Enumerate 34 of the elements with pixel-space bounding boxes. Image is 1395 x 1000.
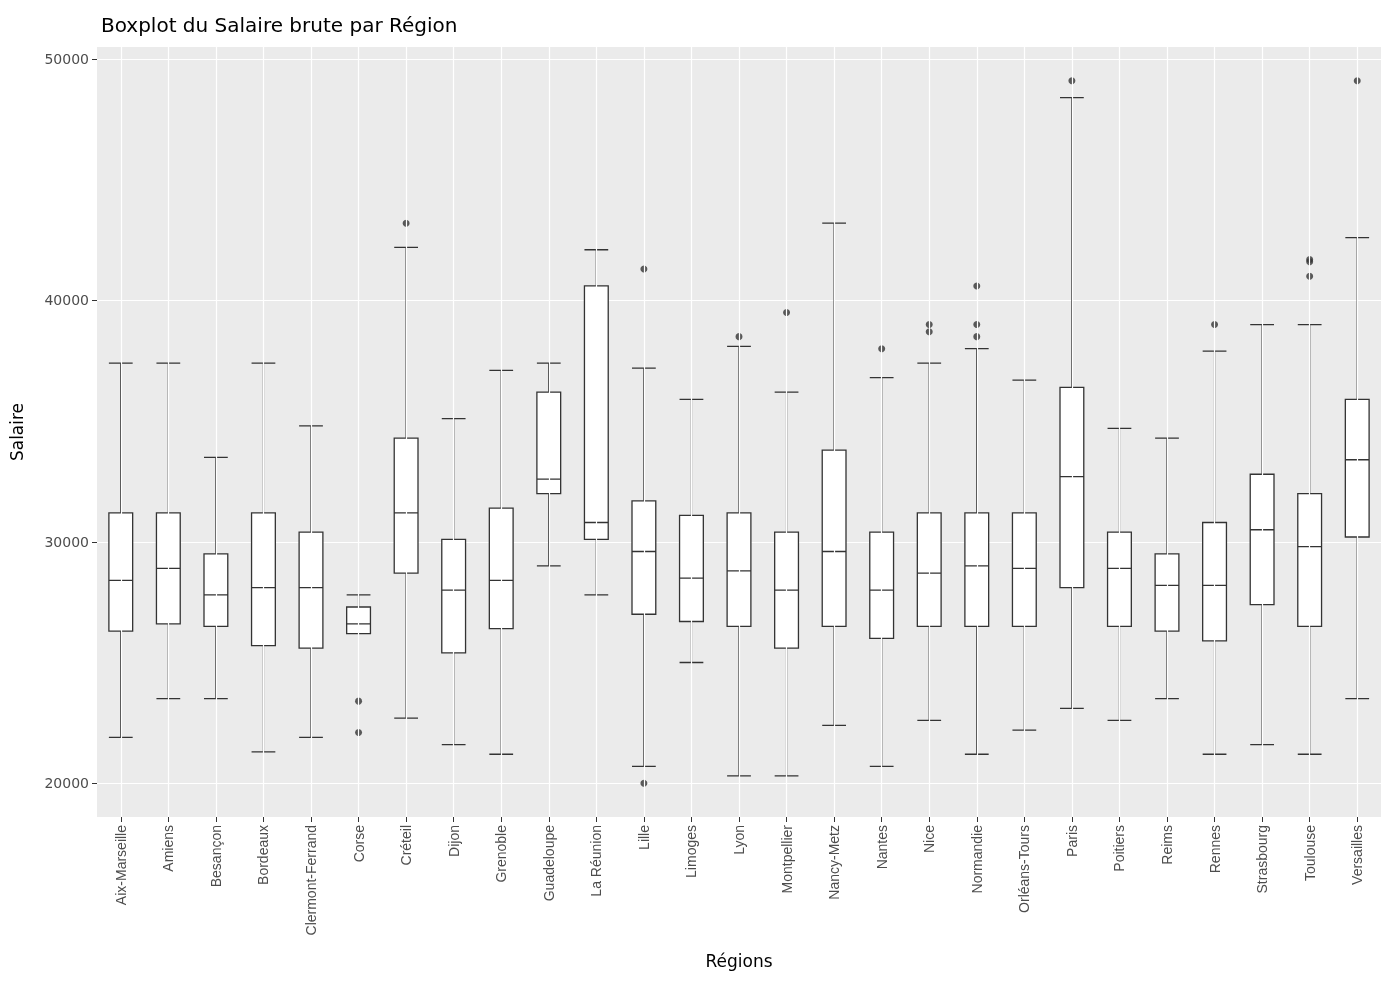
x-tick-label: Normandie — [968, 824, 985, 894]
y-axis-title: Salaire — [6, 402, 27, 462]
x-tick-label: Poitiers — [1111, 825, 1128, 872]
x-tick-label: Guadeloupe — [540, 824, 557, 902]
y-tick-label: 30000 — [44, 533, 89, 550]
x-tick-label: Rennes — [1206, 825, 1223, 874]
x-tick-label: Grenoble — [493, 824, 510, 883]
y-tick-label: 40000 — [44, 292, 89, 309]
x-tick-label: Nantes — [873, 825, 890, 870]
y-tick-label: 50000 — [44, 51, 89, 68]
x-tick-label: Lille — [635, 824, 652, 850]
x-tick-label: Amiens — [160, 825, 177, 872]
x-tick-label: Bordeaux — [255, 825, 272, 885]
x-tick-label: Strasbourg — [1254, 825, 1271, 894]
x-tick-label: Reims — [1159, 825, 1175, 865]
x-tick-label: Dijon — [445, 825, 462, 857]
x-tick-label: Versailles — [1349, 825, 1366, 885]
x-tick-label: Lyon — [731, 825, 747, 855]
x-axis-title: Régions — [705, 950, 773, 971]
x-tick-label: Paris — [1063, 825, 1080, 857]
x-tick-label: Nice — [921, 824, 938, 854]
x-tick-label: Limoges — [683, 825, 700, 878]
y-tick-label: 20000 — [44, 775, 89, 792]
x-tick-label: Créteil — [398, 825, 415, 866]
x-tick-label: Clermont-Ferrand — [303, 825, 319, 936]
x-tick-label: Corse — [350, 824, 367, 863]
x-tick-label: La Réunion — [588, 825, 605, 897]
x-tick-label: Montpellier — [778, 824, 795, 894]
x-tick-label: Toulouse — [1301, 824, 1318, 882]
x-tick-label: Besançon — [207, 825, 224, 888]
chart-title: Boxplot du Salaire brute par Région — [101, 13, 458, 37]
x-tick-label: Aix-Marseille — [112, 824, 129, 906]
x-tick-label: Nancy-Metz — [826, 825, 843, 900]
x-tick-label: Orléans-Tours — [1016, 825, 1033, 913]
